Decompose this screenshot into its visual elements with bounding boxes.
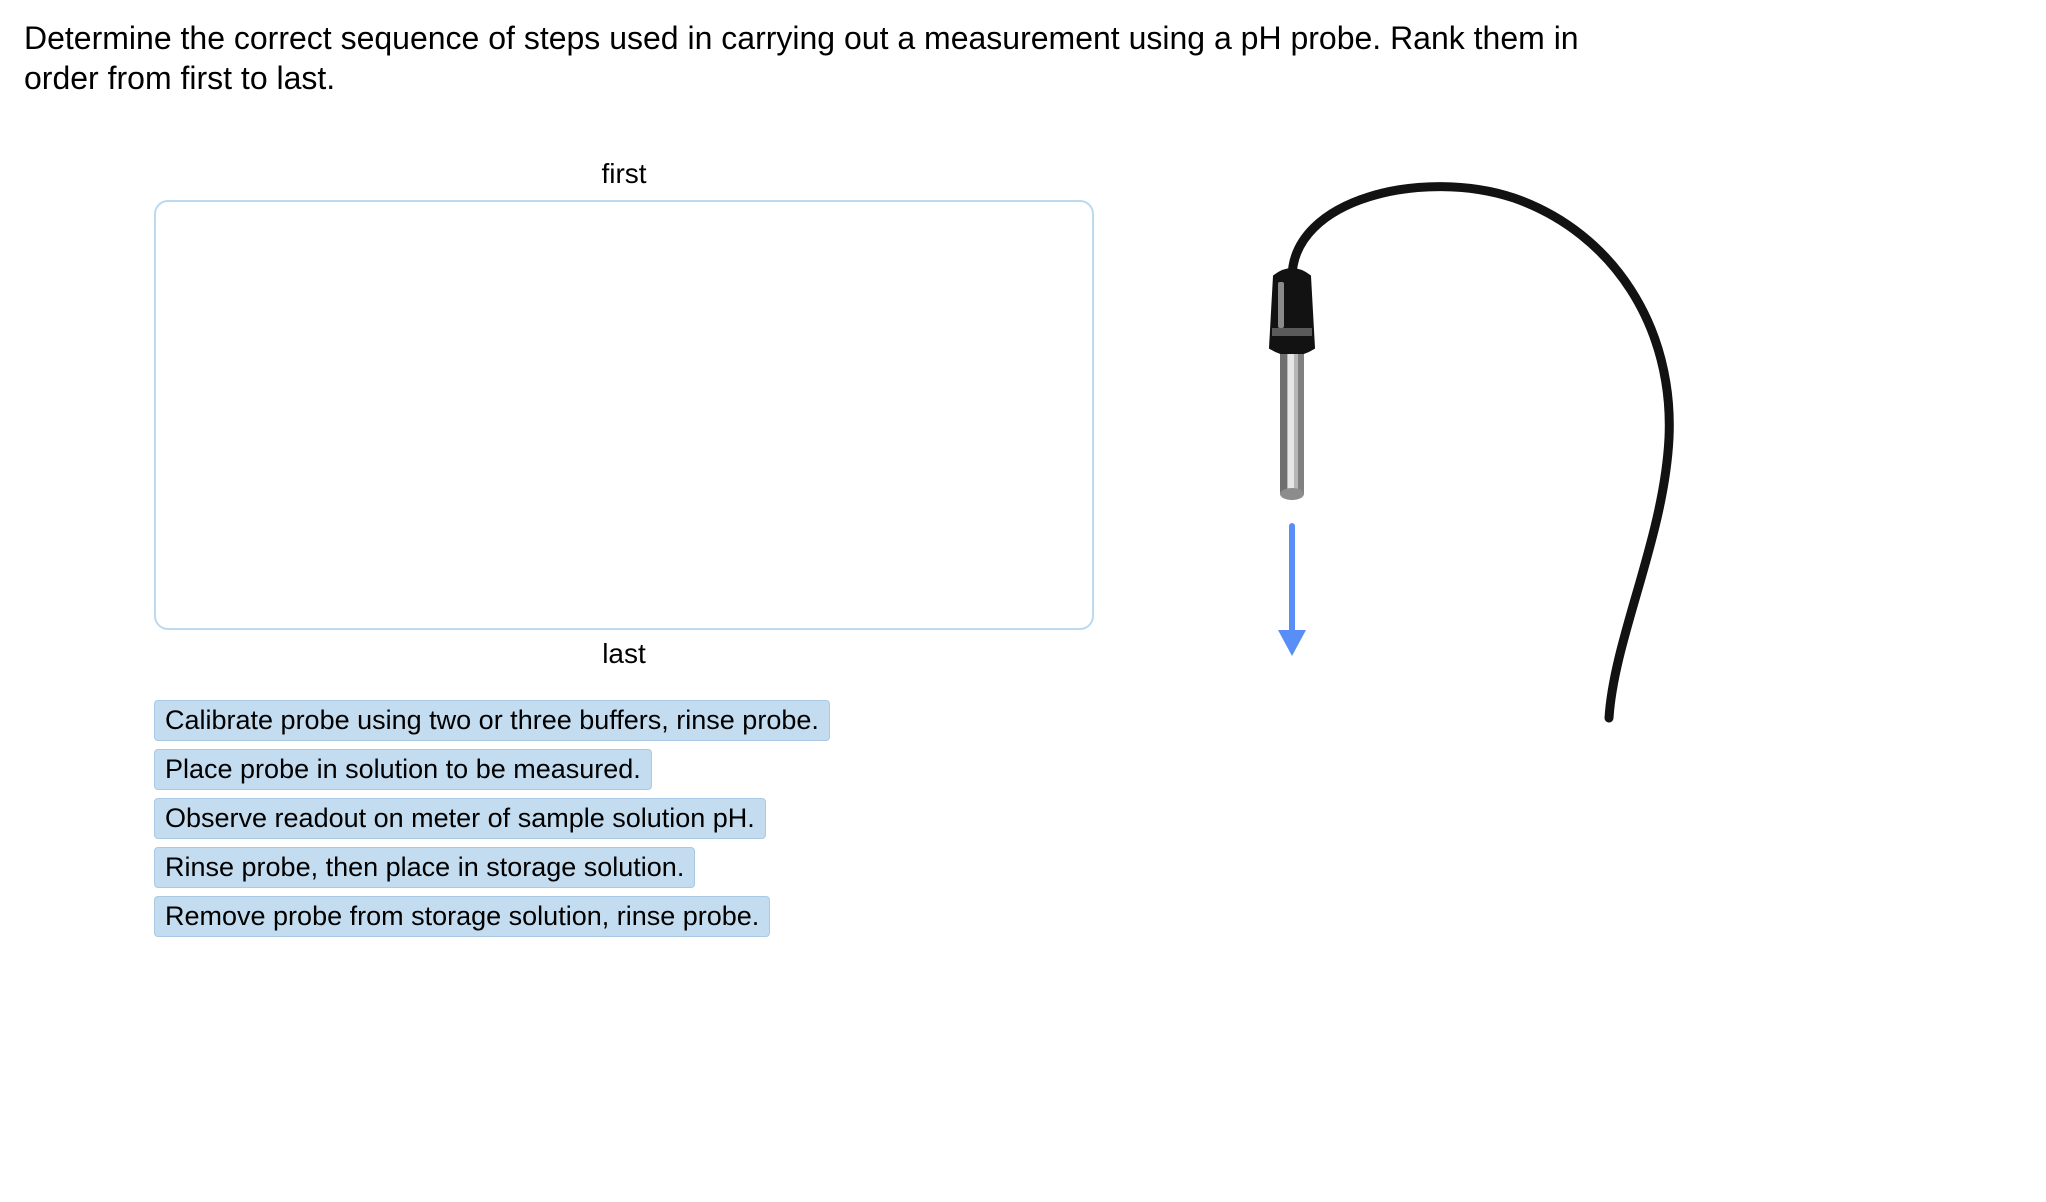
- probe-connector: [1270, 269, 1314, 355]
- main-content-row: first last Calibrate probe using two or …: [24, 158, 2022, 937]
- probe-cable: [1292, 187, 1669, 718]
- label-last: last: [154, 638, 1094, 670]
- question-text: Determine the correct sequence of steps …: [24, 18, 1624, 98]
- option-item[interactable]: Calibrate probe using two or three buffe…: [154, 700, 830, 741]
- ranking-column: first last Calibrate probe using two or …: [24, 158, 1094, 937]
- option-item[interactable]: Observe readout on meter of sample solut…: [154, 798, 766, 839]
- probe-shaft: [1280, 354, 1304, 500]
- ranking-drop-zone[interactable]: [154, 200, 1094, 630]
- option-item[interactable]: Rinse probe, then place in storage solut…: [154, 847, 695, 888]
- option-item[interactable]: Place probe in solution to be measured.: [154, 749, 652, 790]
- options-list: Calibrate probe using two or three buffe…: [154, 700, 1094, 937]
- probe-diagram-column: [1174, 158, 1734, 937]
- down-arrow-icon: [1278, 526, 1306, 656]
- label-first: first: [154, 158, 1094, 190]
- ph-probe-diagram: [1174, 178, 1734, 798]
- option-item[interactable]: Remove probe from storage solution, rins…: [154, 896, 770, 937]
